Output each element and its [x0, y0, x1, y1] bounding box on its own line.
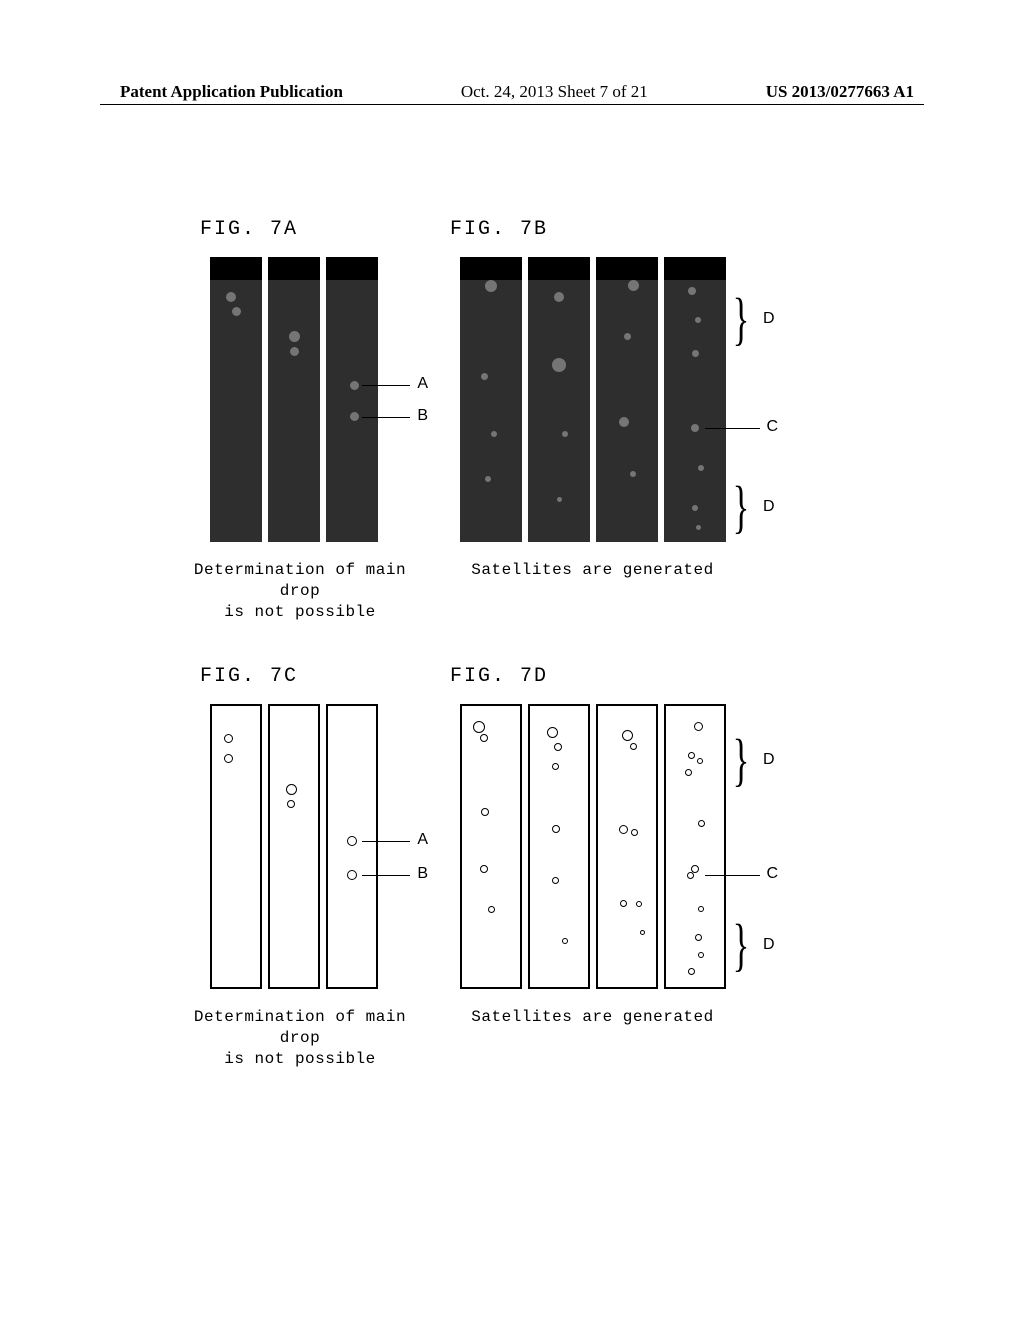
ink-drop: [473, 721, 485, 733]
pointer-line: A: [362, 841, 410, 842]
brace-icon: }: [733, 916, 750, 974]
figure-7b-caption: Satellites are generated: [460, 560, 725, 581]
ink-drop: [480, 865, 488, 873]
ink-drop: [640, 930, 645, 935]
ink-drop: [557, 497, 562, 502]
ink-drop: [290, 347, 299, 356]
outline-column: [326, 704, 378, 989]
annotation-label: C: [766, 865, 778, 883]
page-header: Patent Application Publication Oct. 24, …: [0, 82, 1024, 102]
ink-drop: [226, 292, 236, 302]
ink-drop: [224, 734, 233, 743]
ink-drop: [286, 784, 297, 795]
dark-column: [326, 257, 378, 542]
ink-drop: [232, 307, 241, 316]
ink-drop: [698, 952, 704, 958]
ink-drop: [696, 525, 701, 530]
ink-drop: [697, 758, 703, 764]
ink-drop: [491, 431, 497, 437]
annotation-label: D: [763, 498, 775, 516]
ink-drop: [630, 471, 636, 477]
figure-7d: FIG. 7D }DC}D Satellites are generated: [450, 665, 950, 1028]
pointer-label: A: [417, 831, 428, 849]
ink-drop: [628, 280, 639, 291]
ink-drop: [224, 754, 233, 763]
pointer-label: B: [417, 865, 428, 883]
figure-7c-panel: AB: [210, 704, 380, 989]
ink-drop: [480, 734, 488, 742]
ink-drop: [698, 820, 705, 827]
annotation-line: C: [705, 875, 760, 876]
ink-drop: [630, 743, 637, 750]
ink-drop: [694, 722, 703, 731]
brace-icon: }: [733, 731, 750, 789]
ink-drop: [695, 934, 702, 941]
pointer-label: A: [417, 375, 428, 393]
outline-column: [664, 704, 726, 989]
header-rule: [100, 104, 924, 105]
dark-column: [460, 257, 522, 542]
figure-7d-caption: Satellites are generated: [460, 1007, 725, 1028]
figure-7b-label: FIG. 7B: [450, 218, 950, 241]
ink-drop: [631, 829, 638, 836]
dark-column: [268, 257, 320, 542]
ink-drop: [622, 730, 633, 741]
ink-drop: [687, 872, 694, 879]
pointer-line: A: [362, 385, 410, 386]
figure-7a-panel: AB: [210, 257, 380, 542]
figure-7b: FIG. 7B }DC}D Satellites are generated: [450, 218, 950, 581]
figure-7c-caption: Determination of main drop is not possib…: [170, 1007, 430, 1069]
annotation-label: D: [763, 310, 775, 328]
brace-icon: }: [733, 290, 750, 348]
page: Patent Application Publication Oct. 24, …: [0, 0, 1024, 1320]
header-mid: Oct. 24, 2013 Sheet 7 of 21: [461, 82, 648, 102]
pointer-line: B: [362, 417, 410, 418]
ink-drop: [692, 350, 699, 357]
annotation-line: C: [705, 428, 760, 429]
ink-drop: [554, 743, 562, 751]
ink-drop: [488, 906, 495, 913]
dark-column: [664, 257, 726, 542]
pointer-line: B: [362, 875, 410, 876]
ink-drop: [350, 381, 359, 390]
outline-column: [268, 704, 320, 989]
annotation-label: C: [766, 418, 778, 436]
ink-drop: [347, 870, 357, 880]
annotation-label: D: [763, 751, 775, 769]
outline-column: [460, 704, 522, 989]
brace-icon: }: [733, 478, 750, 536]
ink-drop: [289, 331, 300, 342]
ink-drop: [695, 317, 701, 323]
figure-7c-caption-line1: Determination of main drop: [194, 1008, 406, 1047]
ink-drop: [485, 280, 497, 292]
ink-drop: [624, 333, 631, 340]
outline-column: [210, 704, 262, 989]
figure-7a-caption: Determination of main drop is not possib…: [170, 560, 430, 622]
pointer-label: B: [417, 407, 428, 425]
figure-7b-panel: }DC}D: [460, 257, 725, 542]
dark-column: [210, 257, 262, 542]
figure-7a-caption-line1: Determination of main drop: [194, 561, 406, 600]
figure-7b-caption-line1: Satellites are generated: [471, 561, 713, 579]
header-right: US 2013/0277663 A1: [766, 82, 914, 102]
figure-7d-caption-line1: Satellites are generated: [471, 1008, 713, 1026]
header-left: Patent Application Publication: [120, 82, 343, 102]
ink-drop: [692, 505, 698, 511]
outline-column: [596, 704, 658, 989]
ink-drop: [562, 938, 568, 944]
ink-drop: [636, 901, 642, 907]
figure-7c-caption-line2: is not possible: [224, 1050, 376, 1068]
dark-column: [596, 257, 658, 542]
ink-drop: [691, 424, 699, 432]
figure-7a-caption-line2: is not possible: [224, 603, 376, 621]
figure-7d-label: FIG. 7D: [450, 665, 950, 688]
figure-7d-panel: }DC}D: [460, 704, 725, 989]
ink-drop: [562, 431, 568, 437]
ink-drop: [554, 292, 564, 302]
annotation-label: D: [763, 936, 775, 954]
ink-drop: [347, 836, 357, 846]
